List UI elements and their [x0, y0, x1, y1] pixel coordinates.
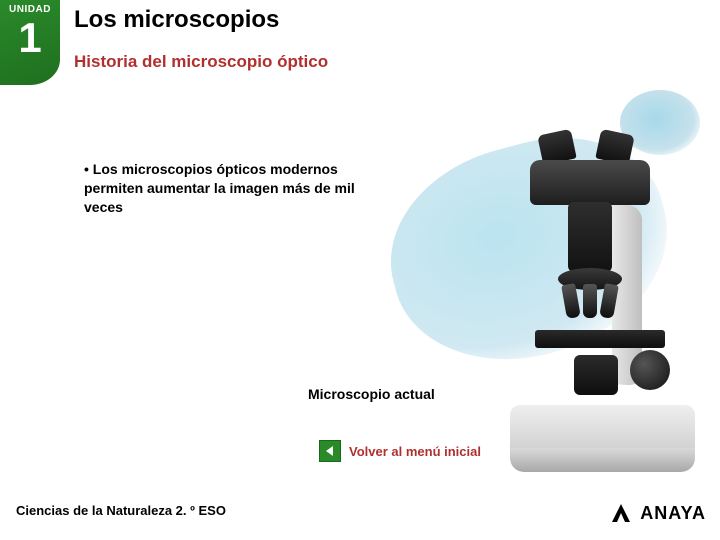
page-title: Los microscopios — [74, 6, 279, 34]
back-link-label: Volver al menú inicial — [349, 444, 481, 459]
back-to-menu-link[interactable]: Volver al menú inicial — [319, 440, 481, 462]
publisher-brand: ANAYA — [608, 500, 706, 526]
body-text: • Los microscopios ópticos modernos perm… — [84, 160, 374, 217]
image-caption: Microscopio actual — [308, 386, 435, 402]
footer-text: Ciencias de la Naturaleza 2. º ESO — [16, 503, 226, 518]
page-subtitle: Historia del microscopio óptico — [74, 52, 328, 72]
back-arrow-icon — [319, 440, 341, 462]
microscope-illustration — [480, 150, 710, 490]
unit-number: 1 — [0, 17, 60, 59]
unit-badge: UNIDAD 1 — [0, 0, 60, 85]
brand-name: ANAYA — [640, 503, 706, 524]
brand-logo-icon — [608, 500, 634, 526]
